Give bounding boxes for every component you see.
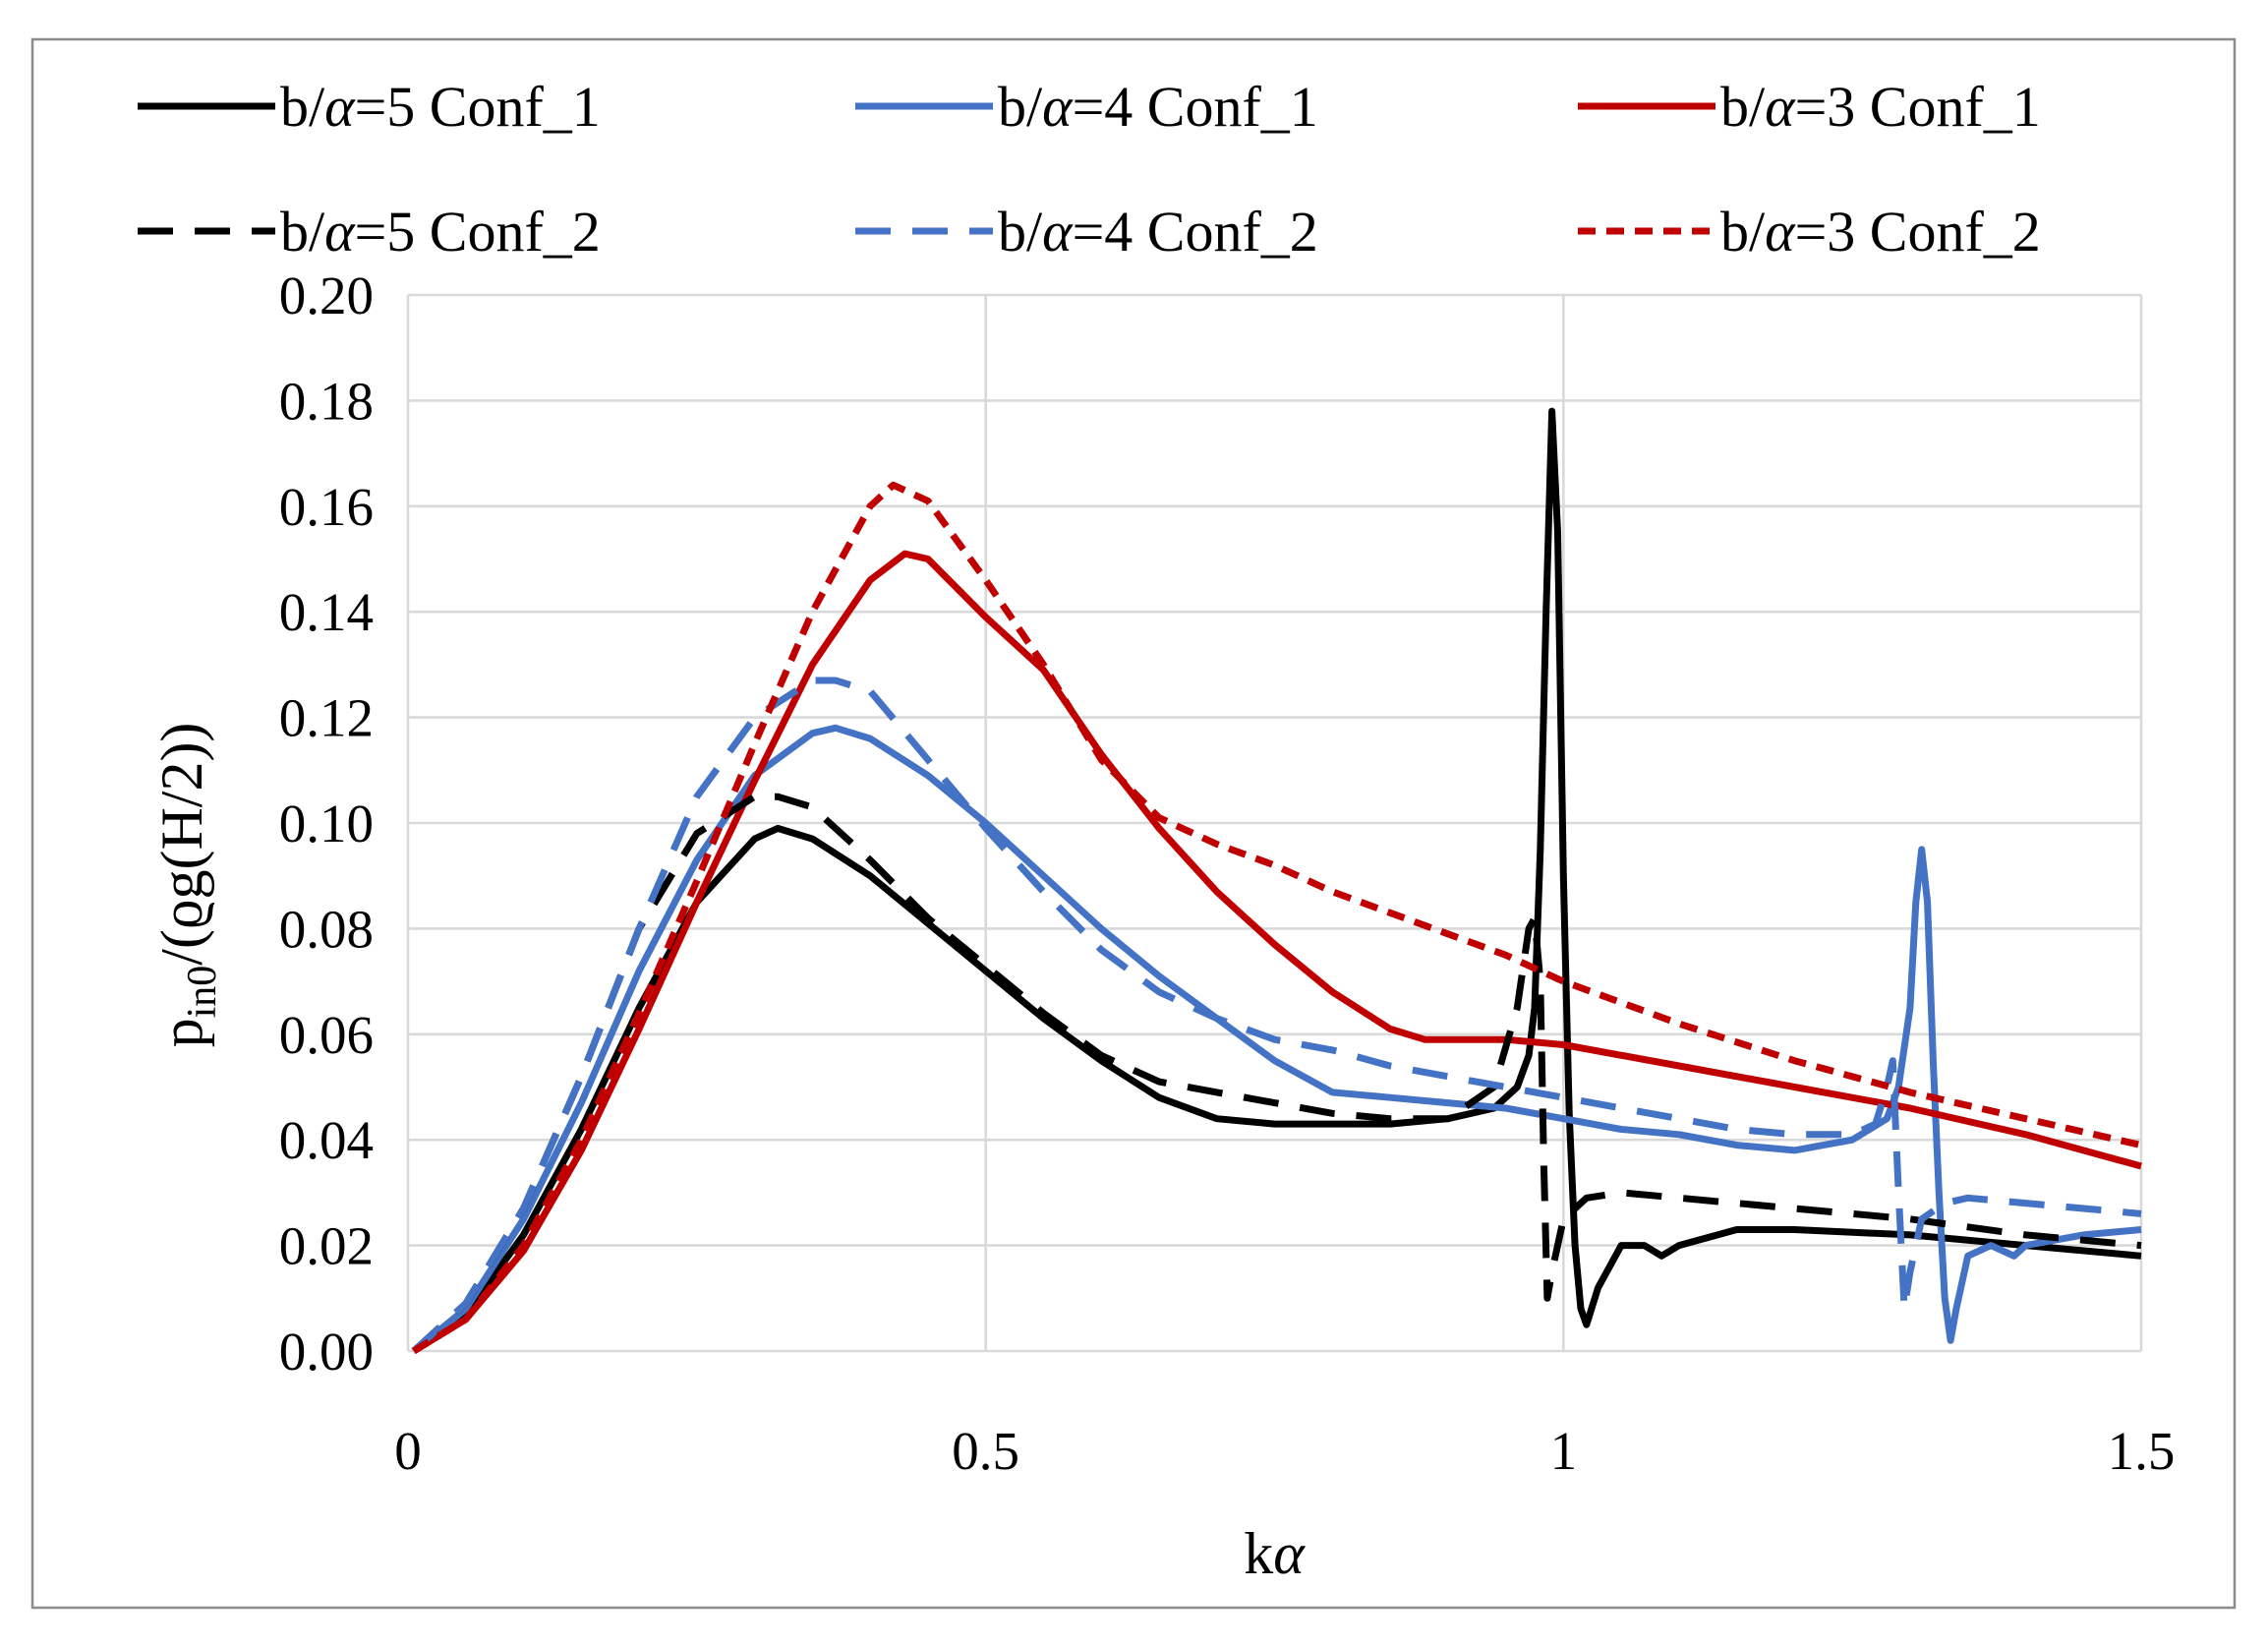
x-tick-label: 1 [1550,1421,1578,1481]
y-tick-label: 0.08 [279,899,374,959]
legend-label: b/α=5 Conf_2 [280,200,601,264]
legend-label: b/α=4 Conf_1 [998,75,1318,139]
x-tick-label: 1.5 [2108,1421,2176,1481]
legend-label: b/α=3 Conf_1 [1720,75,2041,139]
y-tick-label: 0.14 [279,582,374,642]
grid [406,293,2143,1353]
x-axis-title: kα [1244,1521,1306,1586]
legend-label: b/α=5 Conf_1 [280,75,601,139]
legend: b/α=5 Conf_1 b/α=4 Conf_1 b/α=3 Conf_1 b/α=… [138,75,2041,264]
y-tick-label: 0.10 [279,794,374,853]
series-layer [411,407,2142,1354]
series-line-6 [412,481,2142,1354]
x-tick-label: 0 [394,1421,422,1481]
series-line-1 [411,407,2142,1354]
legend-label: b/α=4 Conf_2 [998,200,1318,264]
y-tick-label: 0.06 [279,1005,374,1065]
series-line-2 [411,724,2142,1354]
y-tick-label: 0.20 [279,265,374,325]
series-line-4 [411,793,2142,1354]
x-tick-label: 0.5 [952,1421,1019,1481]
y-tick-label: 0.02 [279,1216,374,1276]
legend-label: b/α=3 Conf_2 [1720,200,2041,264]
y-tick-label: 0.00 [279,1322,374,1382]
y-tick-label: 0.04 [279,1110,374,1170]
series-line-3 [412,550,2142,1354]
tick-labels: 0.00 0.02 0.04 0.06 0.08 0.10 0.12 0.14 0.16 0.18… [279,265,2176,1481]
y-tick-label: 0.12 [279,688,374,748]
y-tick-label: 0.18 [279,371,374,431]
y-axis-title: pin0/(ϱg(H/2)) [149,723,225,1048]
y-tick-label: 0.16 [279,477,374,537]
